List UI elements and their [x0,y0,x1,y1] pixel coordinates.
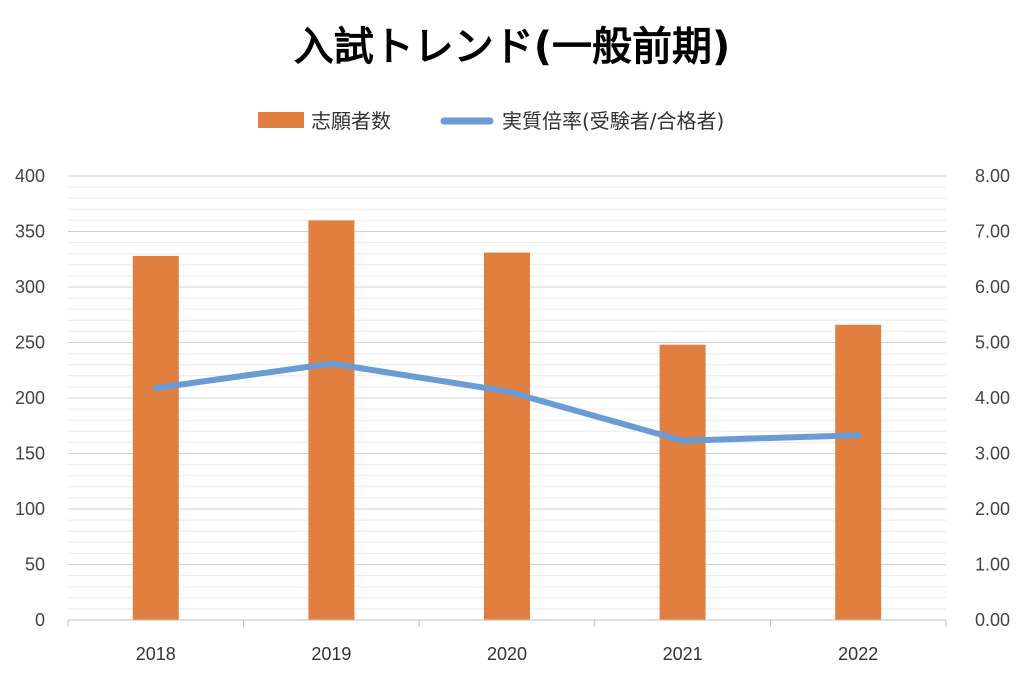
legend-label-ratio: 実質倍率(受験者/合格者) [502,109,724,133]
y-right-tick-label: 1.00 [975,555,1010,575]
y-right-tick-label: 0.00 [975,610,1010,630]
bar-2020 [484,252,530,620]
legend-swatch-applicants [258,112,304,128]
y-right-tick-label: 7.00 [975,222,1010,242]
y-left-tick-label: 350 [15,222,45,242]
axes [67,619,947,627]
legend-item-ratio: 実質倍率(受験者/合格者) [440,109,724,133]
y-left-tick-label: 250 [15,333,45,353]
x-tick-label: 2018 [136,644,176,664]
bar-2018 [132,255,179,621]
bar-2022 [835,324,882,620]
legend-label-applicants: 志願者数 [311,109,391,133]
bar-2019 [308,220,355,620]
legend: 志願者数 実質倍率(受験者/合格者) [258,109,724,133]
x-tick-label: 2019 [311,644,351,664]
y-right-tick-label: 3.00 [975,444,1010,464]
y-left-tick-label: 0 [35,610,45,630]
y-right-tick-label: 5.00 [975,333,1010,353]
tick-labels: 0 50 100 150 200 250 300 350 400 0.00 1.00 2.00 3.00… [15,166,1010,664]
x-tick-label: 2021 [663,644,703,664]
y-left-tick-label: 200 [15,388,45,408]
y-left-tick-label: 150 [15,444,45,464]
x-tick-label: 2022 [838,644,878,664]
y-left-tick-label: 100 [15,499,45,519]
legend-item-applicants: 志願者数 [258,109,391,133]
y-right-tick-label: 2.00 [975,499,1010,519]
y-left-tick-label: 300 [15,277,45,297]
y-right-tick-label: 4.00 [975,388,1010,408]
chart-title: 入試トレンド(一般前期) [294,24,731,70]
y-right-tick-label: 6.00 [975,277,1010,297]
line-series [152,360,862,444]
x-tick-label: 2020 [487,644,527,664]
y-left-tick-label: 400 [15,166,45,186]
bar-2021 [659,344,706,620]
y-left-tick-label: 50 [25,555,45,575]
y-right-tick-label: 8.00 [975,166,1010,186]
bar-series [132,220,882,621]
